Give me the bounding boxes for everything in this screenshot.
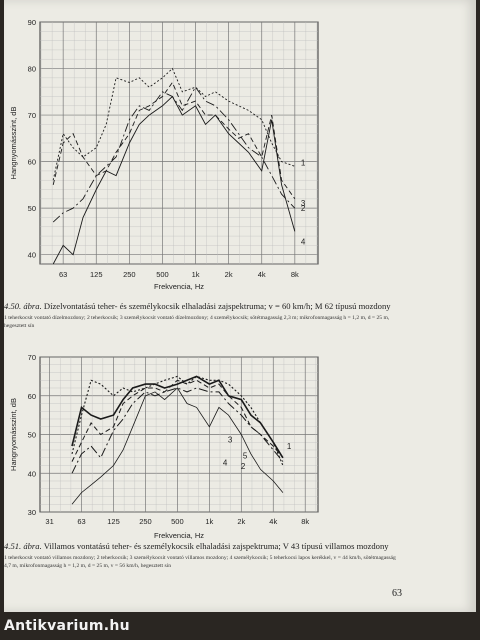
x-tick-label: 2k bbox=[225, 270, 233, 279]
series-label-4: 4 bbox=[223, 459, 228, 468]
series-line-4 bbox=[71, 387, 284, 505]
chart-diesel-noise-spectrum: 40 50 60 70 80 90 63 125 250 500 1k 2k 4k 8k Frekvenci… bbox=[9, 18, 319, 291]
caption-label: 4.50. ábra. bbox=[4, 301, 42, 311]
x-tick-label: 2k bbox=[237, 517, 245, 526]
figure-caption-1: 4.50. ábra. Dízelvontatású teher- és sze… bbox=[4, 301, 396, 330]
x-tick-label: 250 bbox=[123, 270, 136, 279]
x-tick-label: 500 bbox=[171, 517, 184, 526]
x-tick-label: 4k bbox=[258, 270, 266, 279]
series-line-5 bbox=[71, 375, 284, 466]
y-axis-label: Hangnyomásszint, dB bbox=[9, 398, 18, 471]
series-label-2: 2 bbox=[241, 462, 246, 471]
x-tick-label: 63 bbox=[77, 517, 85, 526]
x-tick-label: 63 bbox=[59, 270, 67, 279]
series-line-2 bbox=[71, 379, 284, 462]
y-tick-label: 30 bbox=[28, 508, 36, 517]
y-tick-label: 50 bbox=[28, 431, 36, 440]
y-tick-label: 80 bbox=[28, 65, 36, 74]
y-tick-label: 60 bbox=[28, 392, 36, 401]
x-tick-label: 1k bbox=[192, 270, 200, 279]
y-axis-label: Hangnyomásszint, dB bbox=[9, 107, 18, 180]
y-tick-label: 60 bbox=[28, 158, 36, 167]
x-axis-label: Frekvencia, Hz bbox=[154, 282, 204, 291]
series-line-4 bbox=[52, 95, 296, 265]
y-tick-label: 90 bbox=[28, 18, 36, 27]
figure-caption-2: 4.51. ábra. Villamos vontatású teher- és… bbox=[4, 541, 396, 570]
x-tick-label: 4k bbox=[269, 517, 277, 526]
y-tick-label: 50 bbox=[28, 204, 36, 213]
series-label-2: 2 bbox=[301, 204, 306, 213]
series-label-4: 4 bbox=[301, 237, 306, 246]
series-line-3 bbox=[71, 387, 284, 474]
series-label-3: 3 bbox=[301, 199, 306, 208]
x-tick-label: 250 bbox=[139, 517, 152, 526]
y-tick-label: 40 bbox=[28, 251, 36, 260]
x-tick-label: 31 bbox=[45, 517, 53, 526]
x-tick-label: 8k bbox=[291, 270, 299, 279]
series-label-1: 1 bbox=[301, 158, 306, 167]
x-tick-label: 125 bbox=[107, 517, 120, 526]
x-tick-label: 125 bbox=[90, 270, 103, 279]
caption-note: 1 teherkocsit vontató dízelmozdony; 2 te… bbox=[4, 315, 390, 329]
series-line-3 bbox=[52, 81, 296, 200]
book-page bbox=[4, 0, 476, 612]
x-axis-label: Frekvencia, Hz bbox=[154, 531, 204, 540]
series-line-2 bbox=[52, 86, 296, 223]
series-label-3: 3 bbox=[228, 436, 233, 445]
x-tick-label: 1k bbox=[205, 517, 213, 526]
series-line-1 bbox=[71, 375, 284, 459]
y-tick-label: 40 bbox=[28, 469, 36, 478]
series-label-1: 1 bbox=[287, 442, 292, 451]
page-number: 63 bbox=[392, 588, 402, 599]
caption-text: Dízelvontatású teher- és személykocsik e… bbox=[43, 301, 391, 311]
caption-label: 4.51. ábra. bbox=[4, 541, 42, 551]
watermark-bar: Antikvarium.hu bbox=[0, 612, 480, 640]
caption-note: 1 teherkocsit vontató villamos mozdony; … bbox=[4, 555, 396, 569]
x-tick-label: 8k bbox=[301, 517, 309, 526]
series-label-5: 5 bbox=[243, 452, 248, 461]
x-tick-label: 500 bbox=[156, 270, 169, 279]
y-tick-label: 70 bbox=[28, 353, 36, 362]
caption-text: Villamos vontatású teher- és személykocs… bbox=[43, 541, 389, 551]
y-tick-label: 70 bbox=[28, 111, 36, 120]
watermark-text: Antikvarium.hu bbox=[4, 618, 130, 634]
series-line-1 bbox=[52, 67, 295, 181]
